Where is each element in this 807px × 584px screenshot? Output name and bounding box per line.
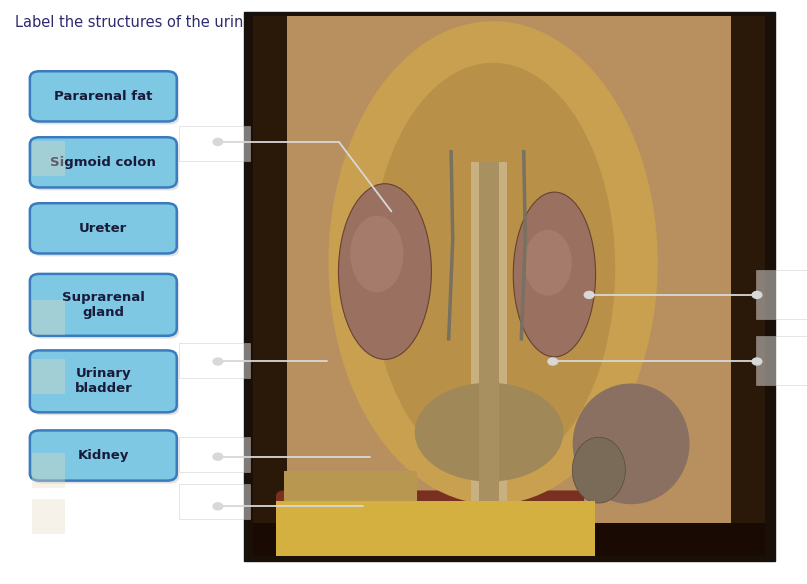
FancyBboxPatch shape bbox=[756, 336, 807, 385]
Circle shape bbox=[752, 358, 762, 365]
Circle shape bbox=[213, 138, 223, 145]
Circle shape bbox=[548, 358, 558, 365]
Circle shape bbox=[213, 503, 223, 510]
Text: Sigmoid colon: Sigmoid colon bbox=[50, 156, 157, 169]
Ellipse shape bbox=[513, 192, 596, 357]
Ellipse shape bbox=[572, 437, 625, 503]
Ellipse shape bbox=[371, 63, 615, 474]
Bar bbox=[244, 12, 775, 561]
Bar bbox=[32, 453, 65, 488]
FancyBboxPatch shape bbox=[30, 137, 177, 187]
FancyBboxPatch shape bbox=[32, 74, 179, 124]
FancyBboxPatch shape bbox=[179, 437, 250, 472]
Bar bbox=[479, 162, 499, 502]
FancyBboxPatch shape bbox=[30, 71, 177, 121]
Text: Label the structures of the urinary system using the hints provided.: Label the structures of the urinary syst… bbox=[15, 15, 512, 30]
FancyBboxPatch shape bbox=[32, 140, 179, 190]
Text: Ureter: Ureter bbox=[79, 222, 128, 235]
Ellipse shape bbox=[415, 383, 563, 482]
Text: Pararenal fat: Pararenal fat bbox=[54, 90, 153, 103]
FancyBboxPatch shape bbox=[32, 277, 179, 339]
Bar bbox=[32, 359, 65, 394]
FancyBboxPatch shape bbox=[32, 206, 179, 256]
Circle shape bbox=[752, 291, 762, 298]
Bar bbox=[32, 141, 65, 176]
Ellipse shape bbox=[328, 21, 658, 505]
Ellipse shape bbox=[338, 184, 432, 359]
FancyBboxPatch shape bbox=[276, 491, 584, 546]
FancyBboxPatch shape bbox=[179, 343, 250, 378]
FancyBboxPatch shape bbox=[30, 274, 177, 336]
Circle shape bbox=[584, 291, 594, 298]
Bar bbox=[32, 499, 65, 534]
Bar bbox=[284, 471, 416, 526]
Bar bbox=[471, 162, 507, 502]
Bar bbox=[253, 16, 765, 556]
Bar bbox=[731, 16, 765, 556]
Ellipse shape bbox=[573, 384, 689, 504]
FancyBboxPatch shape bbox=[179, 126, 250, 161]
Text: Suprarenal
gland: Suprarenal gland bbox=[62, 291, 144, 319]
FancyBboxPatch shape bbox=[179, 484, 250, 519]
Text: Urinary
bladder: Urinary bladder bbox=[74, 367, 132, 395]
FancyBboxPatch shape bbox=[32, 433, 179, 484]
Ellipse shape bbox=[350, 215, 404, 293]
Bar bbox=[276, 501, 595, 556]
Circle shape bbox=[213, 453, 223, 460]
FancyBboxPatch shape bbox=[30, 350, 177, 412]
FancyBboxPatch shape bbox=[756, 270, 807, 319]
Bar bbox=[253, 523, 765, 556]
FancyBboxPatch shape bbox=[32, 353, 179, 415]
FancyBboxPatch shape bbox=[30, 430, 177, 481]
FancyBboxPatch shape bbox=[30, 203, 177, 253]
Bar bbox=[253, 16, 287, 556]
Ellipse shape bbox=[524, 230, 572, 296]
Circle shape bbox=[213, 358, 223, 365]
Text: Kidney: Kidney bbox=[77, 449, 129, 462]
Bar bbox=[32, 300, 65, 335]
